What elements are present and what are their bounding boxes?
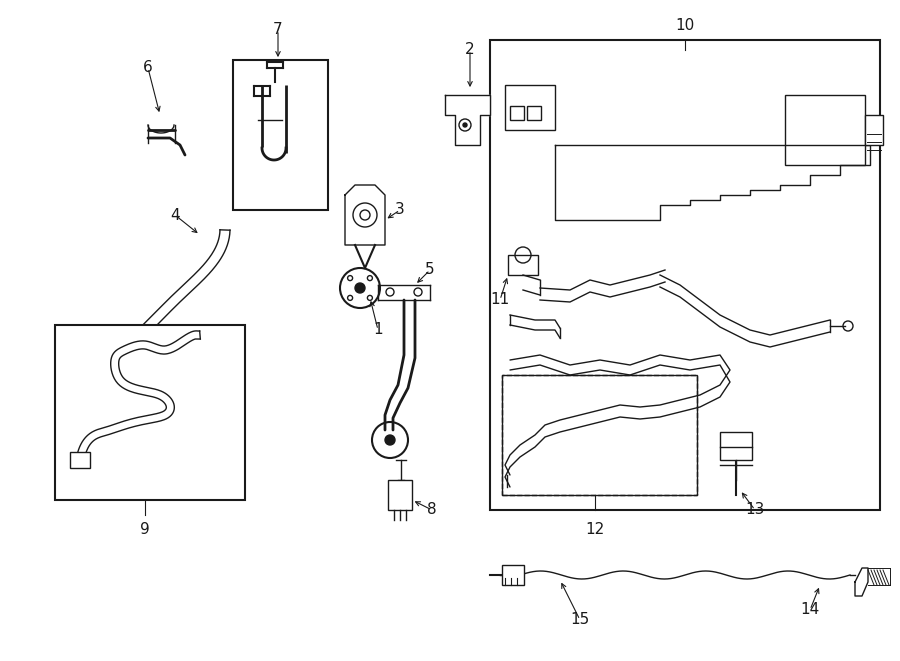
Text: 8: 8 [428,502,436,518]
Bar [490,40,880,510]
Bar [70,452,90,468]
Polygon shape [445,95,490,145]
Circle shape [355,283,365,293]
Bar [505,85,555,130]
Bar [502,565,524,585]
Bar [502,375,697,495]
Bar [720,432,752,460]
Polygon shape [855,568,868,596]
Text: 3: 3 [395,202,405,217]
Circle shape [463,123,467,127]
Bar [508,255,538,275]
Text: 11: 11 [491,293,509,307]
Text: 12: 12 [585,522,605,537]
Bar [55,325,245,500]
Text: 15: 15 [571,613,590,627]
Polygon shape [555,145,870,220]
Bar [510,106,524,120]
Circle shape [385,435,395,445]
Text: 14: 14 [800,602,820,617]
Bar [865,115,883,145]
Polygon shape [345,185,385,245]
Text: 5: 5 [425,262,435,278]
Text: 7: 7 [274,22,283,38]
Text: 13: 13 [745,502,765,518]
Text: 10: 10 [675,17,695,32]
Text: 1: 1 [374,323,382,338]
Bar [388,480,412,510]
Text: 6: 6 [143,61,153,75]
Bar [233,60,328,210]
Text: 2: 2 [465,42,475,58]
Text: 4: 4 [170,208,180,223]
Bar [502,375,697,495]
Bar [527,106,541,120]
Bar [785,95,865,165]
Text: 9: 9 [140,522,150,537]
